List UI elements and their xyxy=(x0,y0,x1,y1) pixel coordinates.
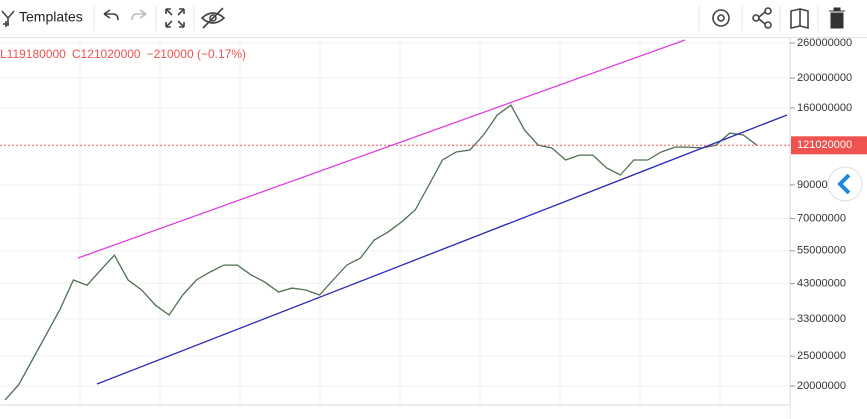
y-tick-label: 55000000 xyxy=(797,245,846,257)
grid xyxy=(0,42,790,387)
y-tick-label: 33000000 xyxy=(797,313,846,325)
snapshot-button[interactable] xyxy=(790,8,809,30)
last-price-label: 121020000 xyxy=(797,139,852,151)
delete-button[interactable] xyxy=(829,7,845,29)
plot xyxy=(0,104,790,401)
hide-icon xyxy=(209,14,217,22)
undo-button[interactable] xyxy=(103,9,119,21)
hide-button[interactable] xyxy=(200,7,226,29)
templates-icon xyxy=(1,10,15,27)
y-tick-label: 70000000 xyxy=(797,212,846,224)
share-button[interactable] xyxy=(752,7,772,29)
y-tick-label: 43000000 xyxy=(797,278,846,290)
volume-pane xyxy=(0,405,790,419)
ohlc-value: C121020000 xyxy=(72,47,141,61)
y-tick-label: 20000000 xyxy=(797,380,846,392)
last-price-box xyxy=(791,136,867,155)
redo-button[interactable] xyxy=(131,9,147,21)
scroll-right-button[interactable] xyxy=(827,166,863,202)
settings-button[interactable] xyxy=(712,9,730,27)
lower-trendline[interactable] xyxy=(96,114,788,385)
vertical-grid xyxy=(79,38,721,405)
y-tick-label: 25000000 xyxy=(797,350,846,362)
templates-label: Templates xyxy=(19,9,83,25)
fullscreen-button[interactable] xyxy=(165,8,185,28)
templates-button[interactable]: Templates xyxy=(1,9,83,27)
y-tick-label: 160000000 xyxy=(797,102,852,114)
ohlc-legend: L119180000 C121020000 −210000 (−0.17%) xyxy=(0,47,246,61)
toolbar xyxy=(0,0,867,37)
upper-trendline[interactable] xyxy=(77,39,686,259)
ohlc-value: −210000 (−0.17%) xyxy=(147,47,246,61)
y-tick-label: 200000000 xyxy=(797,72,852,84)
price-line xyxy=(4,104,758,401)
y-tick-label: 260000000 xyxy=(797,37,852,49)
ohlc-value: L119180000 xyxy=(0,47,66,61)
